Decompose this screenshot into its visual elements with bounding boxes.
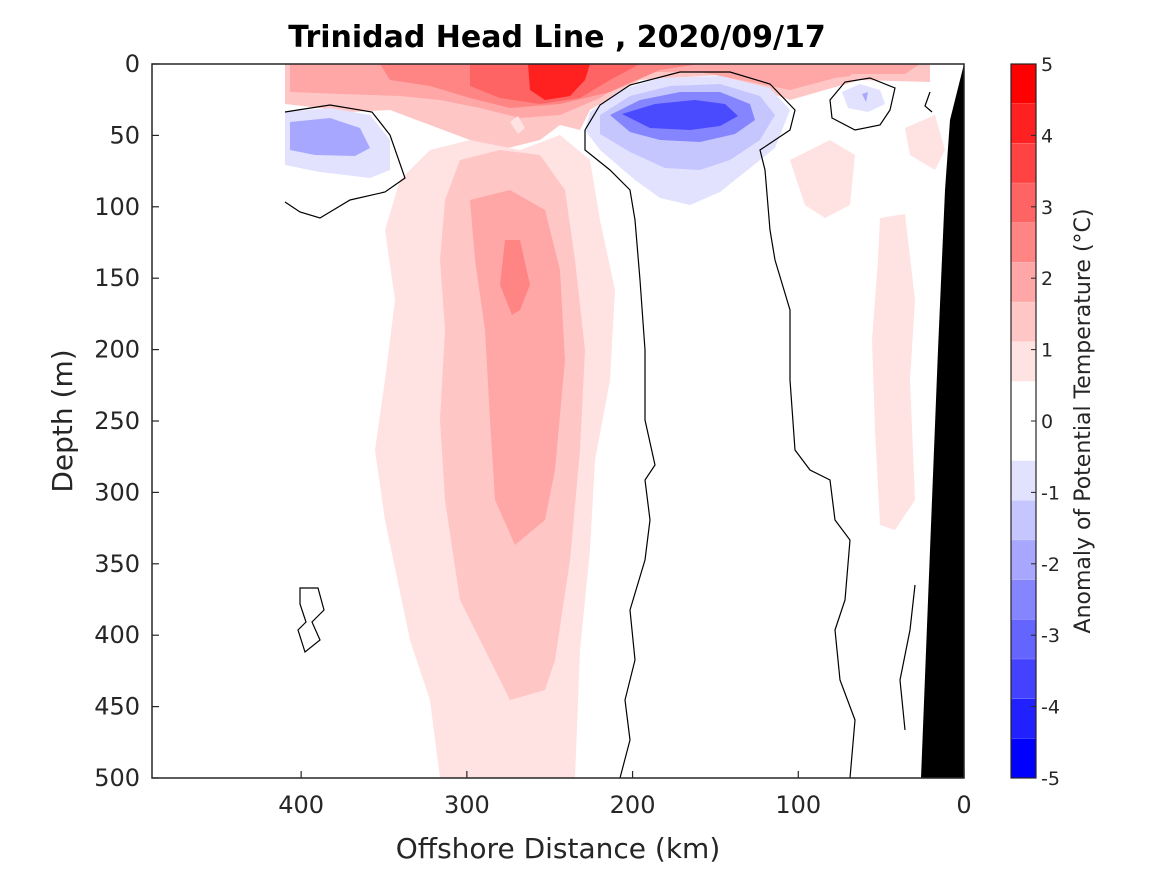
- x-tick-label: 0: [956, 791, 971, 819]
- x-axis-label: Offshore Distance (km): [396, 832, 721, 865]
- zero-contours: [284, 71, 933, 778]
- small-cold-spot-core: [862, 92, 868, 102]
- zero-contour-deep-loop: [297, 587, 325, 654]
- colorbar-ticks: 5 4 3 2 1 0 -1 -2 -3 -4 -5: [1031, 54, 1060, 790]
- warm-notch: [510, 116, 525, 134]
- zero-contour-deep-eddy: [284, 104, 406, 219]
- colorbar-tick-label: -3: [1041, 625, 1060, 647]
- y-tick-label: 400: [94, 621, 140, 649]
- colorbar-tick-label: 5: [1041, 54, 1053, 76]
- colorbar-segment: [1011, 738, 1036, 779]
- y-tick-label: 100: [94, 193, 140, 221]
- colorbar-segment: [1011, 302, 1036, 343]
- x-axis: 400 300 200 100 0: [278, 771, 972, 819]
- plot-area: [151, 63, 965, 779]
- x-tick-label: 200: [610, 791, 656, 819]
- colorbar-tick-label: 0: [1041, 411, 1053, 433]
- colorbar-segment: [1011, 103, 1036, 144]
- small-cold-spot: [842, 84, 885, 112]
- nearshore-warm-filament: [872, 214, 915, 530]
- zero-contour-nearshore-eddy: [584, 71, 856, 778]
- y-tick-label: 0: [125, 50, 140, 78]
- y-tick-label: 350: [94, 550, 140, 578]
- y-tick-label: 150: [94, 264, 140, 292]
- colorbar-segment: [1011, 262, 1036, 303]
- x-tick-label: 300: [444, 791, 490, 819]
- temperature-anomaly-field: [285, 64, 945, 778]
- y-tick-label: 500: [94, 764, 140, 792]
- y-axis: 0 50 100 150 200 250 300 350 400 450 500: [94, 50, 159, 792]
- colorbar-segment: [1011, 659, 1036, 700]
- bathymetry-shelf: [921, 64, 964, 778]
- colorbar-tick-label: 2: [1041, 268, 1053, 290]
- warm-plume-core-outer: [470, 190, 565, 545]
- y-tick-label: 450: [94, 693, 140, 721]
- colorbar-segment: [1011, 64, 1036, 105]
- nearshore-cold-eddy-core: [622, 100, 738, 130]
- coastal-warm-patch: [905, 115, 945, 170]
- x-tick-label: 100: [775, 791, 821, 819]
- colorbar-tick-label: -1: [1041, 482, 1060, 504]
- surface-warm-patch-right: [780, 64, 860, 80]
- colorbar-segment: [1011, 341, 1036, 382]
- zero-contour-coastal: [924, 91, 933, 113]
- x-tick-label: 400: [278, 791, 324, 819]
- colorbar-segment: [1011, 222, 1036, 263]
- y-tick-label: 50: [109, 121, 140, 149]
- colorbar-tick-label: 3: [1041, 197, 1053, 219]
- deep-cold-eddy: [290, 118, 370, 156]
- zero-contour-main: [584, 130, 656, 778]
- chart-title: Trinidad Head Line , 2020/09/17: [288, 20, 825, 55]
- colorbar-segment: [1011, 460, 1036, 501]
- colorbar-segment: [1011, 421, 1036, 462]
- colorbar-segment: [1011, 619, 1036, 660]
- warm-plume-core: [500, 240, 530, 315]
- colorbar-segment: [1011, 183, 1036, 224]
- colorbar-tick-label: 1: [1041, 340, 1053, 362]
- colorbar-tick-label: -5: [1041, 768, 1060, 790]
- colorbar-tick-label: -4: [1041, 697, 1060, 719]
- colorbar-tick-label: 4: [1041, 125, 1053, 147]
- colorbar-segment: [1011, 500, 1036, 541]
- y-tick-label: 200: [94, 336, 140, 364]
- surface-warm-core: [528, 64, 590, 100]
- colorbar-segment: [1011, 143, 1036, 184]
- zero-contour-small-spot: [829, 77, 896, 131]
- colorbar-segment: [1011, 540, 1036, 581]
- colorbar-segment: [1011, 381, 1036, 422]
- colorbar-segment: [1011, 698, 1036, 739]
- zero-contour-nearshore: [899, 584, 916, 731]
- y-tick-label: 300: [94, 478, 140, 506]
- y-tick-label: 250: [94, 407, 140, 435]
- mid-warm-patch: [790, 140, 855, 218]
- colorbar-segment: [1011, 579, 1036, 620]
- y-axis-label: Depth (m): [46, 349, 79, 492]
- colorbar-tick-label: -2: [1041, 554, 1060, 576]
- colorbar-label: Anomaly of Potential Temperature (°C): [1071, 209, 1096, 634]
